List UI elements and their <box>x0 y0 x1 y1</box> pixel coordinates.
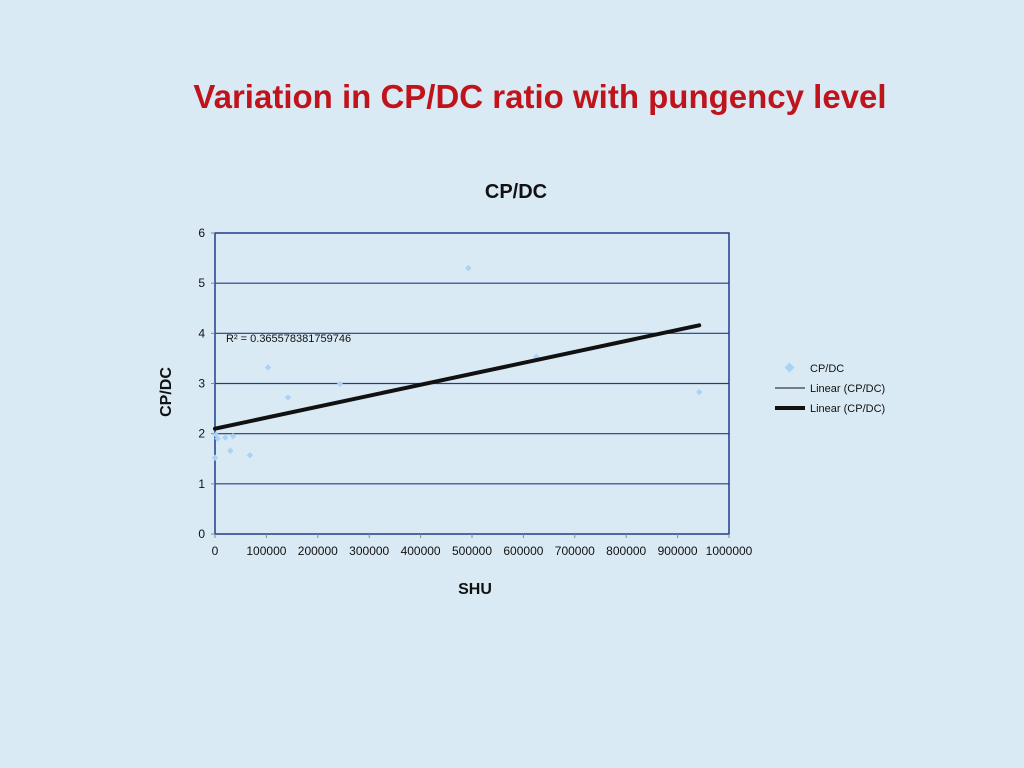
x-tick-label: 500000 <box>452 544 492 558</box>
x-tick-label: 1000000 <box>706 544 753 558</box>
data-point <box>695 388 703 396</box>
r-squared-label: R² = 0.365578381759746 <box>226 333 351 345</box>
x-tick-label: 600000 <box>503 544 543 558</box>
y-axis-ticks: 0 1 2 3 4 5 6 <box>198 226 215 541</box>
gridlines <box>215 282 729 485</box>
y-tick-label: 5 <box>198 276 205 290</box>
legend: CP/DC Linear (CP/DC) Linear (CP/DC) <box>775 362 885 415</box>
data-point <box>222 434 229 441</box>
y-axis-title: CP/DC <box>158 367 175 417</box>
data-point <box>246 452 254 459</box>
y-tick-label: 4 <box>198 326 205 340</box>
legend-item-thick-line: Linear (CP/DC) <box>775 403 885 415</box>
x-tick-label: 0 <box>212 544 219 558</box>
legend-item-markers: CP/DC <box>784 362 844 375</box>
data-point <box>227 447 234 454</box>
x-tick-label: 200000 <box>298 544 338 558</box>
data-point <box>264 364 272 371</box>
x-tick-label: 300000 <box>349 544 389 558</box>
x-axis-ticks: 0 100000 200000 300000 400000 500000 600000 700… <box>212 534 753 558</box>
data-point <box>284 394 292 401</box>
x-tick-label: 900000 <box>658 544 698 558</box>
chart-title: CP/DC <box>485 181 547 203</box>
plot-area: 0 1 2 3 4 5 6 0 100000 200000 300000 400000 500000 6… <box>198 226 752 558</box>
x-tick-label: 100000 <box>246 544 286 558</box>
data-point <box>211 454 219 461</box>
y-tick-label: 1 <box>198 477 205 491</box>
y-tick-label: 3 <box>198 377 205 391</box>
y-tick-label: 0 <box>198 527 205 541</box>
legend-label-series: CP/DC <box>810 363 844 375</box>
x-tick-label: 700000 <box>555 544 595 558</box>
slide-title: Variation in CP/DC ratio with pungency l… <box>193 78 887 115</box>
data-point <box>465 264 472 272</box>
x-tick-label: 400000 <box>401 544 441 558</box>
data-point <box>214 435 221 442</box>
trendline <box>213 323 702 431</box>
legend-label-linear-1: Linear (CP/DC) <box>810 383 885 395</box>
y-tick-label: 2 <box>198 427 205 441</box>
legend-diamond-icon <box>784 362 795 373</box>
x-axis-title: SHU <box>458 581 492 598</box>
y-tick-label: 6 <box>198 226 205 240</box>
legend-label-linear-2: Linear (CP/DC) <box>810 403 885 415</box>
data-point <box>336 380 344 388</box>
x-tick-label: 800000 <box>606 544 646 558</box>
legend-item-thin-line: Linear (CP/DC) <box>775 383 885 395</box>
data-markers <box>211 264 703 461</box>
data-point <box>229 432 237 440</box>
